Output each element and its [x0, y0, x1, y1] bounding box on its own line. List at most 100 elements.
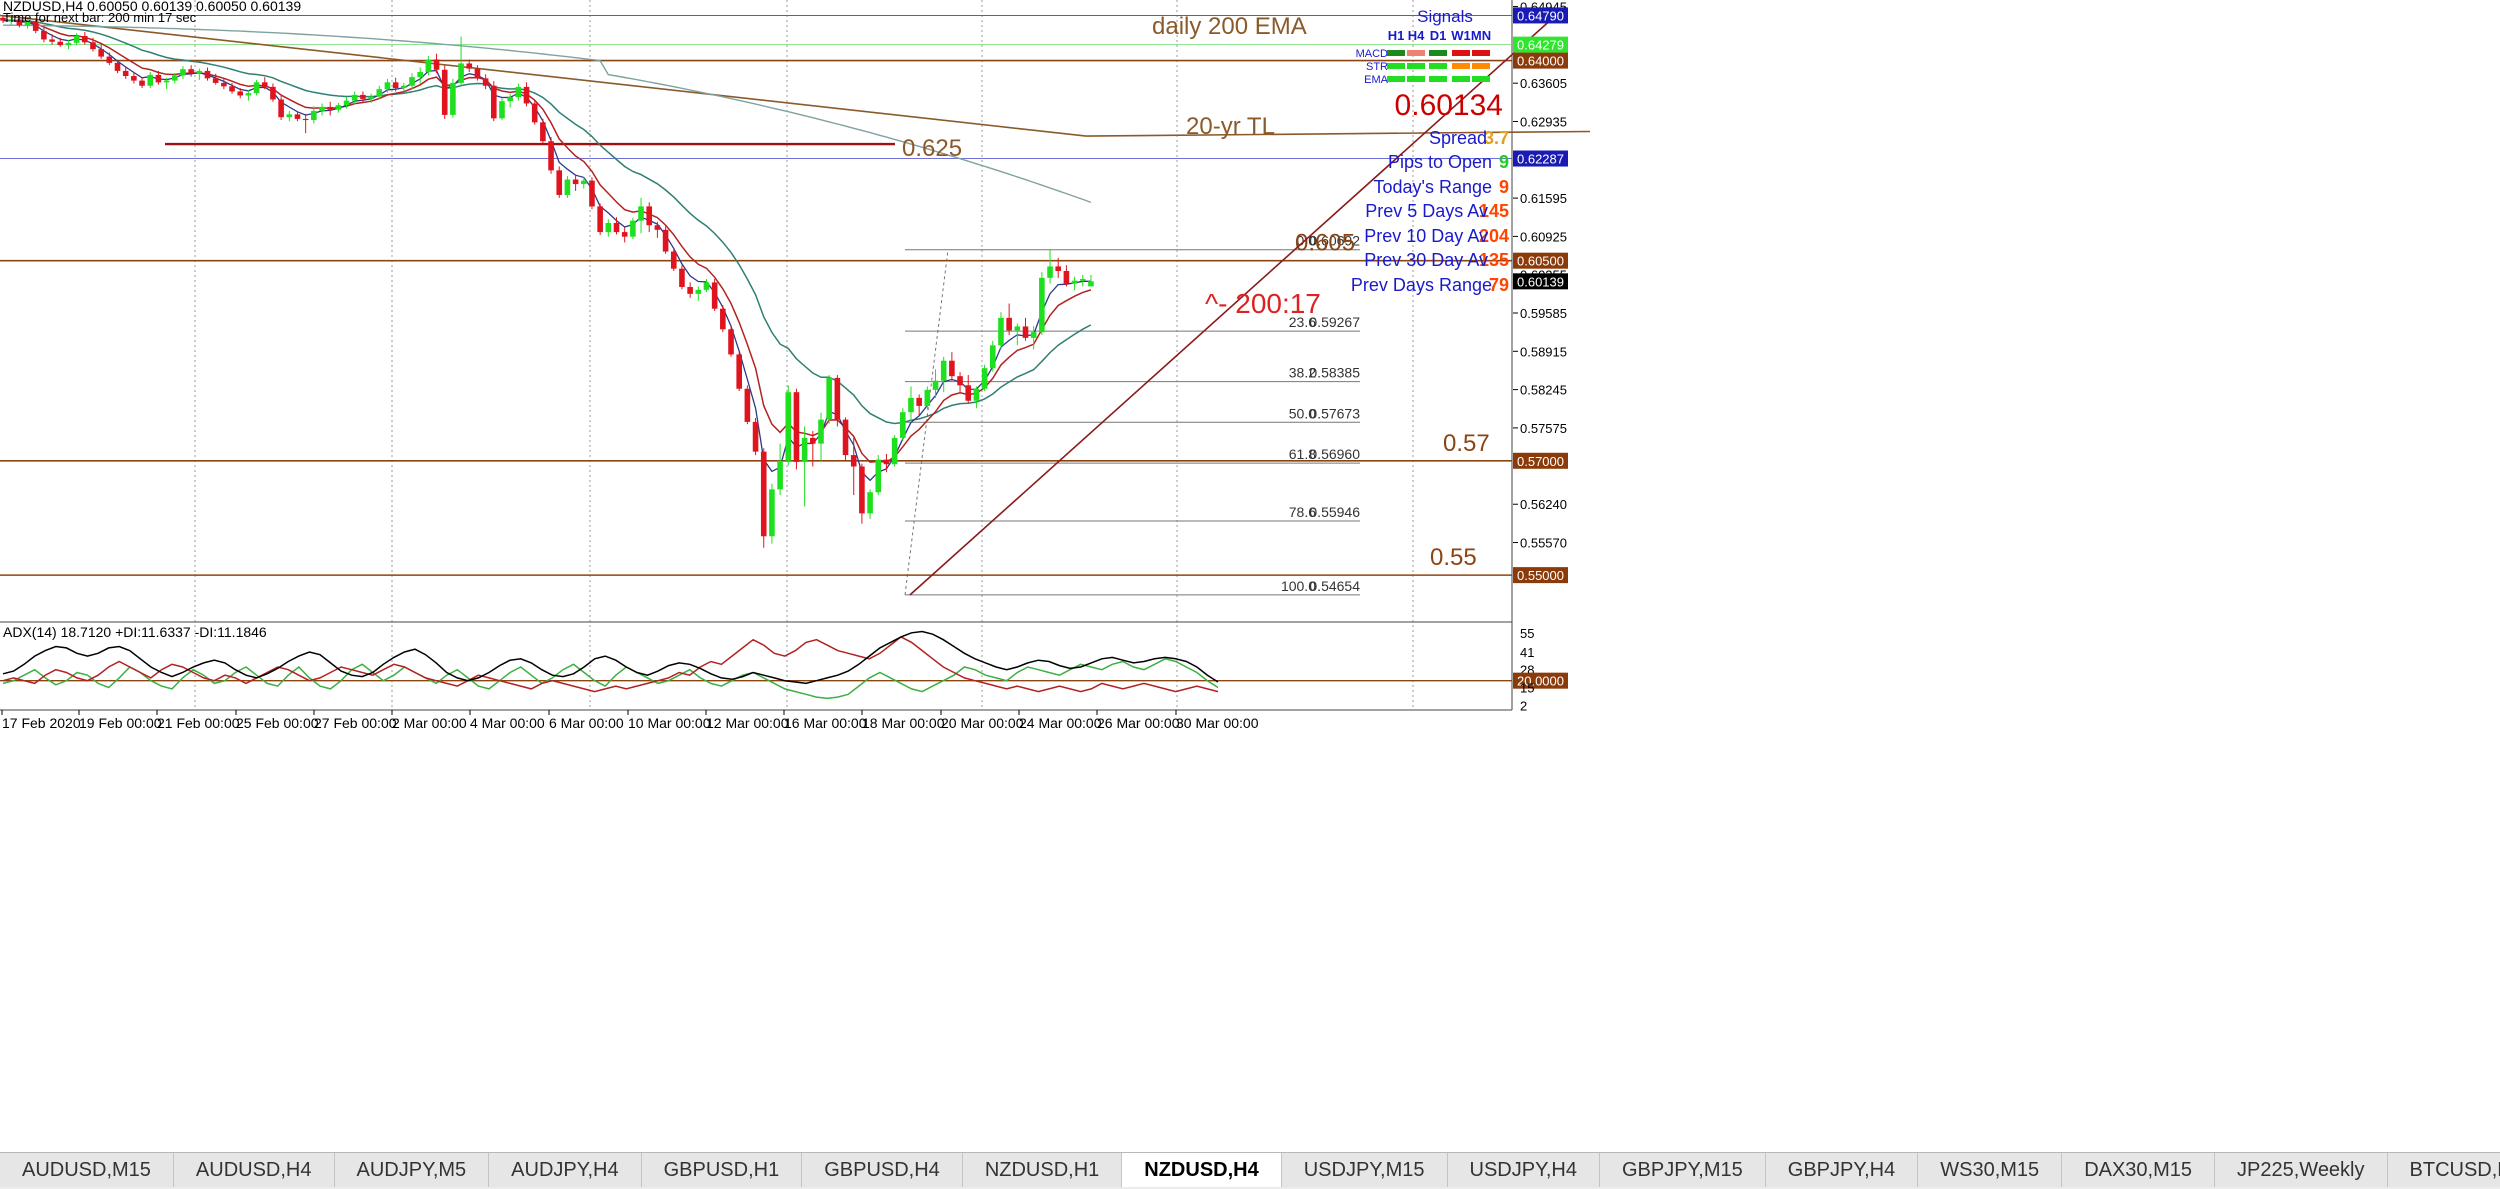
candle [711, 278, 718, 311]
candle-body [212, 78, 219, 83]
candle-body [155, 74, 162, 83]
fib-value: 0.56960 [1309, 446, 1360, 462]
signal-cell [1407, 50, 1425, 56]
chart-tab[interactable]: DAX30,M15 [2062, 1153, 2216, 1187]
candle-body [229, 86, 235, 92]
candle [949, 352, 955, 381]
signal-cell [1407, 63, 1425, 69]
signal-row-label: MACD [1356, 48, 1388, 60]
price-tag[interactable] [1513, 273, 1568, 290]
candle [0, 14, 6, 23]
candle [834, 375, 841, 427]
candle [965, 375, 972, 404]
price-tag[interactable] [1513, 52, 1568, 69]
axis-price-label: 0.55570 [1520, 536, 1567, 551]
chart-tab[interactable]: AUDJPY,H4 [489, 1153, 642, 1187]
candle-body [196, 70, 203, 74]
price-tag[interactable] [1513, 452, 1568, 469]
price-tag[interactable] [1513, 567, 1568, 584]
axis-price-label: 0.59585 [1520, 306, 1567, 321]
candle-body [335, 105, 342, 110]
chart-tab[interactable]: GBPJPY,M15 [1599, 1153, 1766, 1187]
price-axis[interactable]: 0.649450.647900.642790.640000.636050.629… [1513, 0, 1568, 584]
candle-body [957, 376, 963, 386]
time-label: 2 Mar 00:00 [392, 715, 467, 731]
candle [122, 66, 129, 79]
candle [630, 217, 636, 239]
candle [384, 78, 391, 93]
chart-tab[interactable]: USDJPY,M15 [1281, 1153, 1448, 1187]
chart-tab[interactable]: AUDUSD,M15 [0, 1153, 174, 1187]
signal-timeframe: H1 [1388, 28, 1405, 43]
candle-body [114, 62, 121, 71]
bar-timer: Time for next bar: 200 min 17 sec [3, 10, 197, 25]
fibonacci-retracement[interactable]: 0.0 23.6 38.2 50.0 61.8 78.6 100.0 0.60692 0.592… [904, 233, 1360, 596]
candle [613, 217, 620, 235]
info-label: Pips to Open [1388, 152, 1492, 172]
trendline-20yr[interactable] [0, 14, 1087, 137]
candle [981, 364, 988, 392]
ema-200-daily [3, 24, 1092, 204]
price-tag[interactable] [1513, 7, 1568, 24]
adx-panel[interactable]: ADX(14) 18.7120 +DI:11.6337 -DI:11.1846 5… [0, 624, 1568, 713]
info-label: Prev 30 Day Av [1364, 250, 1488, 270]
candle-body [8, 19, 14, 21]
signal-cell [1429, 76, 1447, 82]
chart-tab[interactable]: JP225,Weekly [2215, 1153, 2388, 1187]
level-label: 0.57 [1443, 430, 1490, 457]
horizontal-levels[interactable]: 0.605 0.57 0.55 [0, 15, 1512, 576]
candle-body [409, 77, 415, 86]
candle-body [270, 86, 276, 100]
candle [65, 40, 72, 50]
price-chart[interactable]: 0.0 23.6 38.2 50.0 61.8 78.6 100.0 0.60692 0.592… [0, 0, 2500, 1152]
uptrend-line[interactable] [909, 6, 1566, 596]
signal-cell [1452, 76, 1470, 82]
candle-body [760, 451, 767, 537]
trendlines[interactable] [0, 6, 1591, 596]
candle [401, 82, 407, 92]
chart-tab[interactable]: NZDUSD,H1 [962, 1153, 1123, 1187]
chart-tab[interactable]: BTCUSD,Daily [2387, 1153, 2500, 1187]
chart-tab[interactable]: GBPUSD,H1 [641, 1153, 803, 1187]
candle-body [908, 397, 914, 413]
axis-price-label: 0.56240 [1520, 497, 1567, 512]
candle [441, 65, 448, 119]
candle [1063, 265, 1070, 287]
price-tag[interactable] [1513, 150, 1568, 167]
candle [957, 372, 963, 393]
adx-scale-label: 41 [1520, 645, 1534, 660]
candle [319, 103, 325, 116]
candle [8, 16, 14, 26]
candle [515, 83, 522, 101]
candle [106, 52, 113, 66]
candle [311, 106, 317, 124]
fib-diagonal[interactable] [904, 249, 949, 595]
price-tag[interactable] [1513, 36, 1568, 53]
chart-tab[interactable]: USDJPY,H4 [1447, 1153, 1600, 1187]
candle-body [237, 91, 244, 96]
chart-tab[interactable]: WS30,M15 [1918, 1153, 2063, 1187]
price-tag[interactable] [1513, 252, 1568, 269]
candle [188, 65, 194, 77]
candle-body [1047, 266, 1053, 278]
time-label: 20 Mar 00:00 [941, 715, 1024, 731]
chart-tab[interactable]: NZDUSD,H4 [1122, 1153, 1282, 1187]
chart-tab[interactable]: GBPJPY,H4 [1765, 1153, 1919, 1187]
chart-tab[interactable]: AUDUSD,H4 [173, 1153, 335, 1187]
price-tag-text: 0.64279 [1517, 38, 1564, 53]
candle-body [392, 82, 399, 89]
candle [245, 90, 252, 101]
candle [760, 448, 767, 548]
trendline-20yr-ext[interactable] [1085, 130, 1591, 137]
candle [466, 59, 473, 73]
candle-body [572, 179, 579, 185]
candle [842, 417, 849, 461]
chart-tab[interactable]: AUDJPY,M5 [334, 1153, 490, 1187]
candle-body [278, 99, 284, 118]
candle [924, 386, 931, 410]
chart-tab[interactable]: GBPUSD,H4 [802, 1153, 963, 1187]
candle-body [605, 222, 612, 233]
candle [728, 325, 734, 357]
signal-timeframe: MN [1471, 28, 1491, 43]
